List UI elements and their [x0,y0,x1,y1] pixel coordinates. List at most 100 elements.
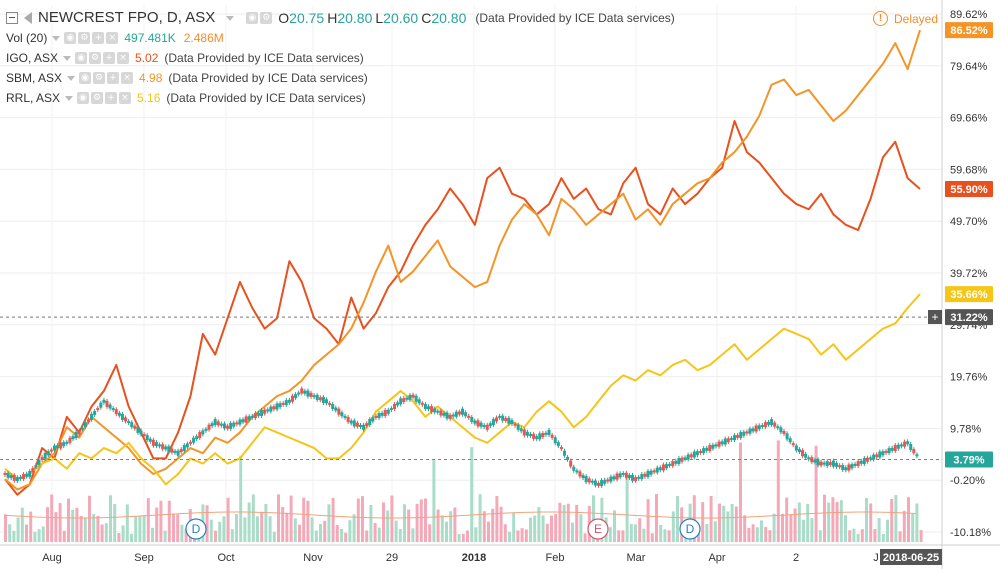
gear-icon[interactable]: ⚙ [260,12,273,24]
volume-bar [33,531,37,542]
add-price-line-button[interactable]: + [928,310,942,324]
candle-body [674,460,678,464]
event-marker-icon[interactable] [679,518,701,540]
gear-icon[interactable]: ⚙ [78,32,91,44]
candle-body [164,446,168,450]
comparison-name[interactable]: SBM, ASX [6,71,63,85]
candle-body [185,443,189,448]
gear-icon[interactable]: ⚙ [91,92,104,104]
chevron-down-icon[interactable] [63,55,72,61]
candle-body [482,424,486,427]
candle-body [396,402,400,406]
volume-bar [260,511,264,542]
visibility-icon[interactable]: ◉ [77,92,90,104]
candle-body [822,462,826,465]
x-tick-label: 2 [793,552,799,564]
candle-body [464,412,468,417]
chevron-down-icon[interactable] [226,15,235,21]
comparison-name[interactable]: RRL, ASX [6,91,61,105]
add-icon[interactable]: + [92,32,105,44]
gear-icon[interactable]: ⚙ [93,72,106,84]
candle-body [748,428,752,434]
add-icon[interactable]: + [103,52,116,64]
volume-ma-line [3,511,917,519]
flag-icon[interactable] [24,12,32,24]
volume-bar [239,455,243,542]
volume-bar [8,524,12,542]
add-icon[interactable]: + [105,92,118,104]
candle-body [167,446,171,453]
volume-bar [797,502,801,542]
volume-label[interactable]: Vol (20) [6,31,48,45]
volume-bar [151,527,154,542]
candle-body [303,390,307,394]
candle-body [612,476,616,480]
volume-bar [739,442,742,542]
candle-body [408,394,412,400]
candle-body [692,451,696,458]
volume-bar [382,502,385,542]
candle-body [15,477,19,482]
candle-body [794,445,798,451]
candle-body [593,480,597,486]
volume-bar [125,504,129,542]
collapse-legend-icon[interactable] [6,12,18,24]
candle-body [736,434,740,438]
candle-body [278,403,282,408]
candle-body [661,464,665,471]
close-icon[interactable]: × [121,72,134,84]
candle-body [578,471,582,477]
series-line-rrl[interactable] [4,293,921,486]
visibility-icon[interactable]: ◉ [246,12,259,24]
comparison-row-igo: IGO, ASX ◉ ⚙ + × 5.02 (Data Provided by … [6,48,675,68]
y-tick-label: 79.64% [950,61,988,73]
volume-bar [272,531,276,542]
add-icon[interactable]: + [107,72,120,84]
candle-body [272,406,276,410]
event-marker-icon[interactable] [185,518,207,540]
comparison-name[interactable]: IGO, ASX [6,51,59,65]
volume-bar [478,494,482,542]
volume-bar [226,497,230,542]
delayed-indicator[interactable]: ! Delayed [873,11,938,26]
chevron-down-icon[interactable] [65,95,74,101]
volume-bar [919,530,923,542]
candle-body [222,423,226,429]
candle-body [915,454,919,457]
candle-body [86,419,90,423]
chevron-down-icon[interactable] [67,75,76,81]
candle-body [383,409,387,416]
price-badge [945,286,993,303]
visibility-icon[interactable]: ◉ [79,72,92,84]
chevron-down-icon[interactable] [52,35,61,41]
candle-body [399,398,403,405]
volume-bar [839,500,843,542]
visibility-icon[interactable]: ◉ [75,52,88,64]
candle-body [890,447,894,451]
data-provider-note: (Data Provided by ICE Data services) [164,51,364,65]
volume-bar [566,503,570,542]
volume-bar [692,495,696,542]
close-icon[interactable]: × [119,92,132,104]
candle-body [151,439,155,446]
close-icon[interactable]: × [106,32,119,44]
volume-bar [818,530,822,542]
close-icon[interactable]: × [117,52,130,64]
volume-bar [453,507,457,542]
candle-body [590,480,594,483]
symbol-title[interactable]: NEWCREST FPO, D, ASX [38,9,216,26]
candle-body [287,399,291,403]
gear-icon[interactable]: ⚙ [89,52,102,64]
series-line-igo[interactable] [4,120,921,496]
volume-bar [281,506,285,542]
volume-bar [537,507,541,542]
volume-bar [520,528,524,542]
visibility-icon[interactable]: ◉ [64,32,77,44]
series-line-sbm[interactable] [4,29,921,491]
volume-bar [823,494,826,542]
comparison-tools: ◉ ⚙ + × [75,52,130,64]
event-marker-icon[interactable] [587,518,609,540]
volume-bar [726,511,730,542]
candle-body [835,462,839,467]
